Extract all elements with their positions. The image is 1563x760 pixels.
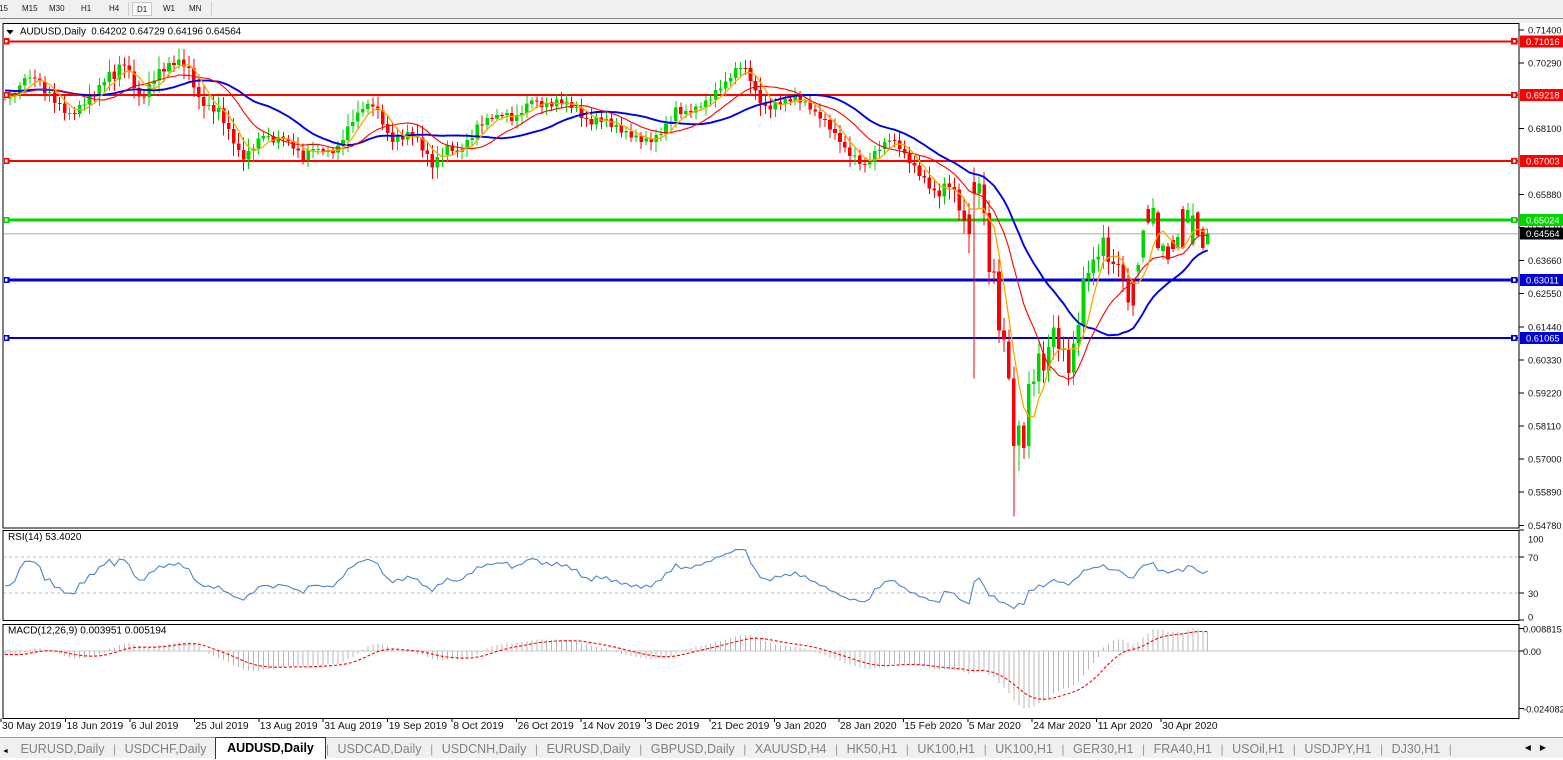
svg-text:70: 70 — [1528, 553, 1538, 563]
svg-text:6 Jul 2019: 6 Jul 2019 — [131, 721, 179, 732]
svg-text:25 Jul 2019: 25 Jul 2019 — [195, 721, 249, 732]
svg-text:18 Jun 2019: 18 Jun 2019 — [67, 721, 124, 732]
svg-text:0.65880: 0.65880 — [1528, 190, 1562, 200]
svg-text:21 Dec 2019: 21 Dec 2019 — [711, 721, 770, 732]
svg-text:0.70290: 0.70290 — [1528, 59, 1562, 69]
svg-text:0.54780: 0.54780 — [1528, 521, 1562, 531]
svg-text:100: 100 — [1528, 535, 1544, 545]
svg-text:11 Apr 2020: 11 Apr 2020 — [1098, 721, 1153, 732]
svg-text:0.71400: 0.71400 — [1528, 26, 1562, 36]
svg-text:0.65024: 0.65024 — [1526, 216, 1560, 226]
svg-text:31 Aug 2019: 31 Aug 2019 — [324, 721, 382, 732]
svg-text:-0.024082: -0.024082 — [1523, 705, 1563, 715]
svg-text:14 Nov 2019: 14 Nov 2019 — [582, 721, 641, 732]
svg-text:0: 0 — [1528, 613, 1533, 623]
svg-text:28 Jan 2020: 28 Jan 2020 — [840, 721, 897, 732]
svg-text:AUDUSD,Daily 0.64202 0.64729: AUDUSD,Daily 0.64202 0.64729 0.64196 0.6… — [20, 27, 242, 38]
svg-text:30 May 2019: 30 May 2019 — [2, 721, 62, 732]
svg-text:0.59220: 0.59220 — [1528, 389, 1562, 399]
svg-text:8 Oct 2019: 8 Oct 2019 — [453, 721, 504, 732]
svg-text:0.57000: 0.57000 — [1528, 455, 1562, 465]
svg-text:0.58110: 0.58110 — [1528, 422, 1561, 432]
svg-text:0.69218: 0.69218 — [1526, 91, 1560, 101]
svg-text:0.008815: 0.008815 — [1523, 625, 1562, 635]
svg-text:0.60330: 0.60330 — [1528, 355, 1562, 365]
svg-text:0.71016: 0.71016 — [1526, 37, 1560, 47]
svg-text:MACD(12,26,9) 0.003951 0.00519: MACD(12,26,9) 0.003951 0.005194 — [8, 626, 167, 637]
svg-text:24 Mar 2020: 24 Mar 2020 — [1033, 721, 1091, 732]
svg-text:13 Aug 2019: 13 Aug 2019 — [260, 721, 318, 732]
svg-text:26 Oct 2019: 26 Oct 2019 — [518, 721, 574, 732]
svg-text:30 Apr 2020: 30 Apr 2020 — [1162, 721, 1218, 732]
svg-text:15 Feb 2020: 15 Feb 2020 — [904, 721, 962, 732]
svg-text:0.63011: 0.63011 — [1526, 276, 1559, 286]
svg-text:5 Mar 2020: 5 Mar 2020 — [969, 721, 1021, 732]
svg-text:30: 30 — [1528, 589, 1538, 599]
svg-text:0.61065: 0.61065 — [1526, 334, 1560, 344]
svg-text:0.63660: 0.63660 — [1528, 256, 1562, 266]
svg-text:RSI(14) 53.4020: RSI(14) 53.4020 — [8, 532, 82, 543]
svg-text:9 Jan 2020: 9 Jan 2020 — [775, 721, 826, 732]
svg-text:0.64564: 0.64564 — [1526, 229, 1560, 239]
svg-text:0.67003: 0.67003 — [1526, 157, 1560, 167]
svg-text:0.61440: 0.61440 — [1528, 322, 1562, 332]
svg-text:3 Dec 2019: 3 Dec 2019 — [647, 721, 700, 732]
svg-text:19 Sep 2019: 19 Sep 2019 — [389, 721, 448, 732]
svg-text:0.00: 0.00 — [1523, 647, 1541, 657]
svg-text:0.55890: 0.55890 — [1528, 488, 1562, 498]
svg-text:0.68100: 0.68100 — [1528, 124, 1562, 134]
svg-text:0.62550: 0.62550 — [1528, 289, 1562, 299]
